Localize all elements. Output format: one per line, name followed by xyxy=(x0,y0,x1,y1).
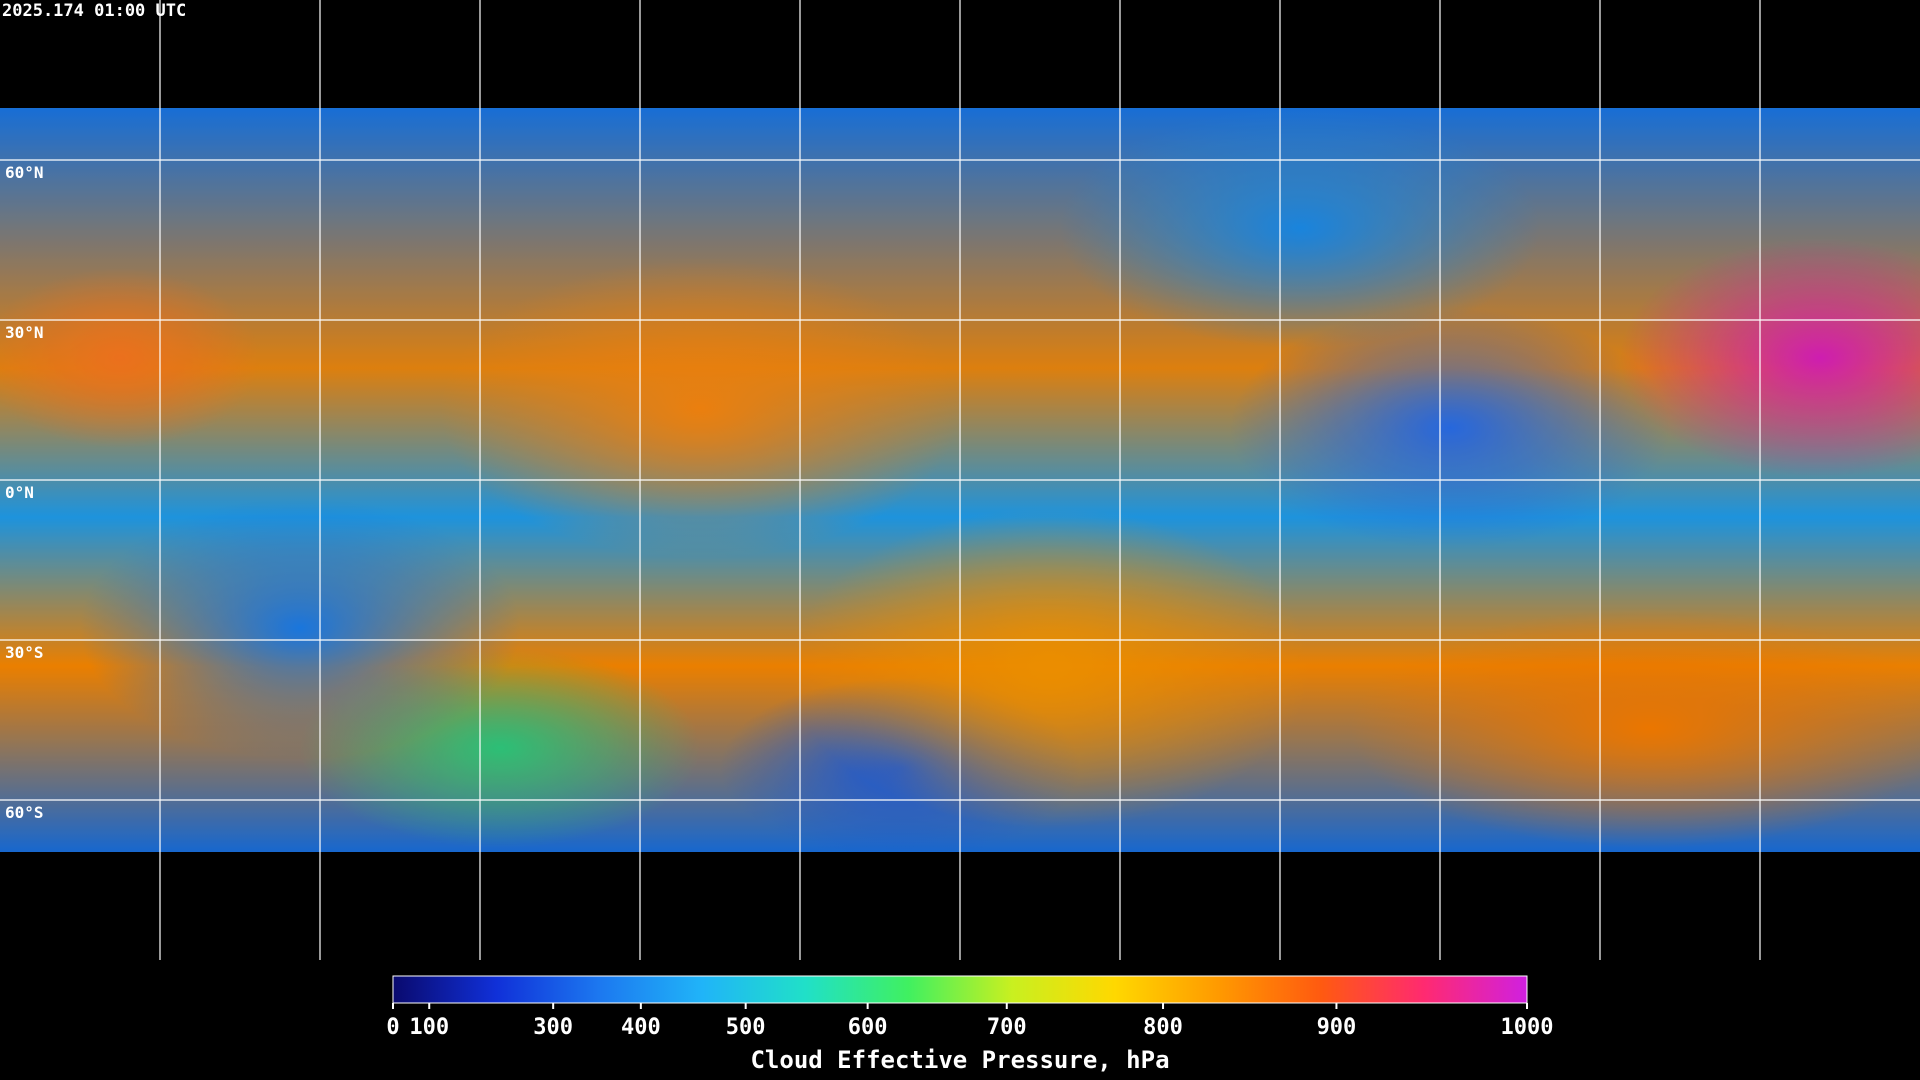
latitude-label: 60°N xyxy=(5,163,44,182)
colorbar-tick-label: 600 xyxy=(848,1015,888,1040)
colorbar-tick-label: 0 xyxy=(386,1015,399,1040)
colorbar-tick-label: 800 xyxy=(1143,1015,1183,1040)
latitude-label: 60°S xyxy=(5,803,44,822)
map-title: 2025.174 01:00 UTC xyxy=(2,1,186,21)
colorbar-label: Cloud Effective Pressure, hPa xyxy=(750,1046,1169,1074)
latitude-label: 30°S xyxy=(5,643,44,662)
colorbar xyxy=(392,975,1528,1004)
colorbar-tick-label: 900 xyxy=(1317,1015,1357,1040)
colorbar-tick-label: 700 xyxy=(987,1015,1027,1040)
colorbar-tick-label: 1000 xyxy=(1501,1015,1554,1040)
latitude-label: 0°N xyxy=(5,483,34,502)
colorbar-tick-label: 500 xyxy=(726,1015,766,1040)
latitude-label: 30°N xyxy=(5,323,44,342)
colorbar-tick-label: 400 xyxy=(621,1015,661,1040)
colorbar-tick-label: 300 xyxy=(533,1015,573,1040)
colorbar-tick-label: 100 xyxy=(409,1015,449,1040)
